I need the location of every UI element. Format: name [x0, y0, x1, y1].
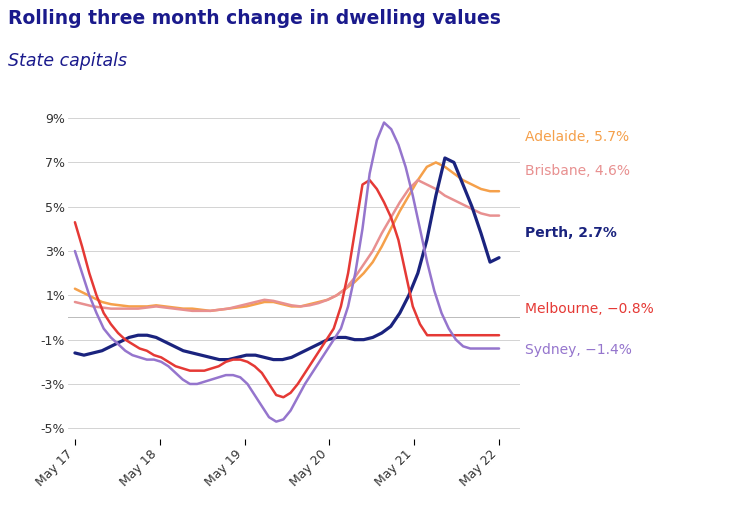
- Text: Sydney, −1.4%: Sydney, −1.4%: [525, 343, 632, 357]
- Text: State capitals: State capitals: [8, 52, 127, 70]
- Text: Adelaide, 5.7%: Adelaide, 5.7%: [525, 130, 629, 144]
- Text: Perth, 2.7%: Perth, 2.7%: [525, 226, 617, 240]
- Text: Rolling three month change in dwelling values: Rolling three month change in dwelling v…: [8, 9, 501, 28]
- Text: Melbourne, −0.8%: Melbourne, −0.8%: [525, 302, 654, 316]
- Text: Brisbane, 4.6%: Brisbane, 4.6%: [525, 165, 630, 178]
